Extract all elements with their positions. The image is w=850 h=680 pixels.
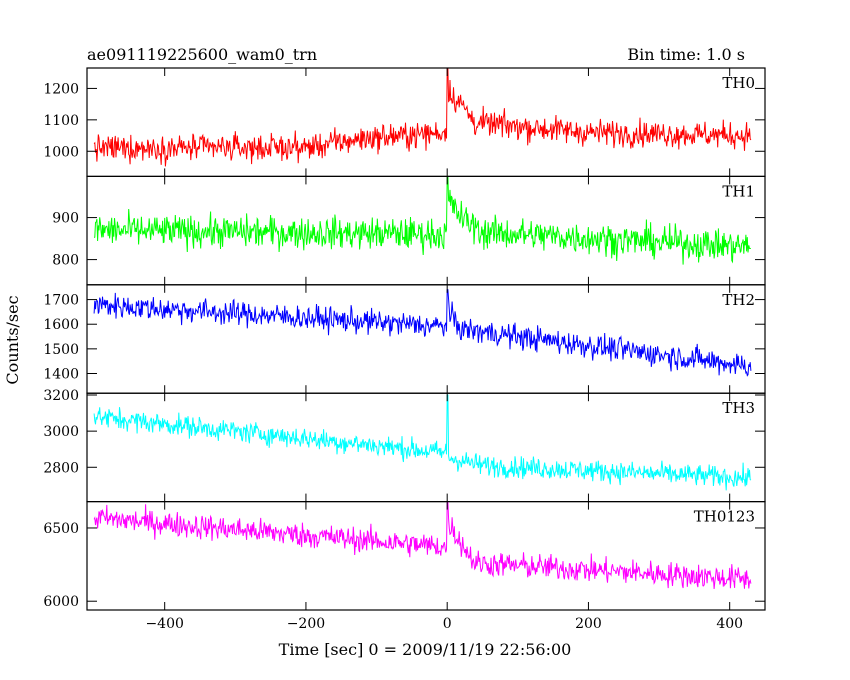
y-tick-label: 1000: [43, 144, 79, 160]
series-line-th3: [93, 394, 752, 491]
y-tick-label: 800: [52, 253, 79, 269]
y-axis-label: Counts/sec: [3, 295, 22, 384]
y-tick-label: 1500: [43, 342, 79, 358]
x-tick-label: 200: [575, 616, 602, 632]
panel-label-th2: TH2: [722, 291, 755, 309]
panel-frame: [86, 501, 766, 611]
series-line-th0: [93, 68, 752, 167]
bin-time-label: Bin time: 1.0 s: [627, 45, 745, 64]
panel-label-th0: TH0: [722, 74, 755, 92]
y-tick-label: 1200: [43, 81, 79, 97]
x-tick-label: 0: [443, 616, 452, 632]
series-line-th0123: [93, 501, 752, 590]
plot-panels: 1000 1100 1200 TH0 800 900 TH1 1400 1500 1600 1700…: [43, 67, 766, 632]
y-tick-label: 1400: [43, 366, 79, 382]
series-line-th2: [93, 289, 752, 377]
y-tick-label: 1700: [43, 293, 79, 309]
x-axis-label: Time [sec] 0 = 2009/11/19 22:56:00: [279, 640, 572, 659]
series-line-th1: [93, 175, 752, 265]
y-tick-label: 3200: [43, 388, 79, 404]
y-tick-label: 6000: [43, 594, 79, 610]
y-tick-label: 3000: [43, 424, 79, 440]
y-tick-label: 900: [52, 211, 79, 227]
x-tick-label: −400: [145, 616, 183, 632]
y-tick-label: 2800: [43, 460, 79, 476]
panel-frame: [86, 284, 766, 394]
panel-label-th3: TH3: [722, 399, 755, 417]
y-tick-label: 1600: [43, 317, 79, 333]
panel-label-th1: TH1: [722, 182, 755, 200]
y-tick-label: 1100: [43, 113, 79, 129]
chart-title: ae091119225600_wam0_trn: [87, 45, 317, 64]
x-tick-label: −200: [287, 616, 325, 632]
x-tick-label: 400: [716, 616, 743, 632]
panel-label-th0123: TH0123: [694, 508, 755, 526]
y-tick-label: 6500: [43, 521, 79, 537]
panel-frame: [86, 67, 766, 178]
